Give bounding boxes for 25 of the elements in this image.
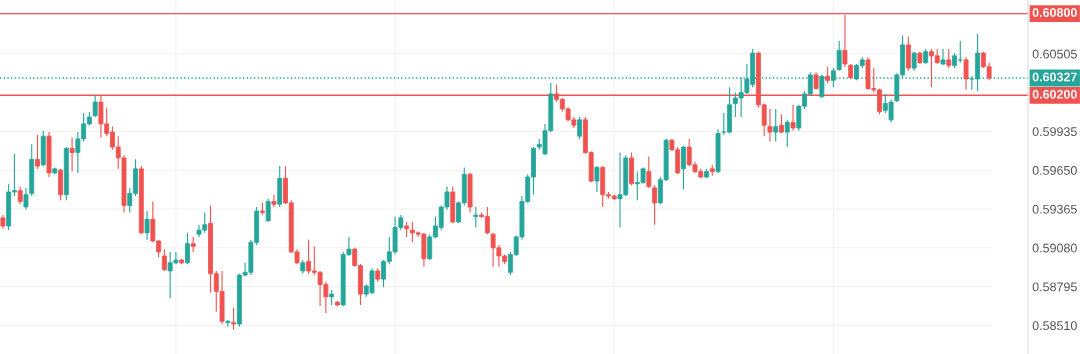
y-tick-label: 0.60505 — [1032, 49, 1077, 59]
candlestick — [946, 48, 952, 69]
candlestick — [773, 108, 779, 143]
candlestick — [271, 194, 277, 208]
y-tick-label: 0.58510 — [1032, 321, 1077, 331]
y-tick-label: 0.59365 — [1032, 204, 1077, 214]
ref-line-label: 0.60200 — [1032, 89, 1077, 99]
candlestick — [940, 48, 946, 66]
candlestick — [836, 40, 842, 72]
ref-line-label: 0.60327 — [1032, 72, 1077, 82]
y-tick-label: 0.59650 — [1032, 165, 1077, 175]
candlestick — [375, 267, 381, 283]
candlestick — [300, 259, 306, 275]
candlestick — [709, 164, 715, 177]
y-tick-label: 0.59080 — [1032, 243, 1077, 253]
ref-line-label: 0.60800 — [1032, 8, 1077, 17]
y-tick-label: 0.59935 — [1032, 127, 1077, 137]
candlestick — [790, 104, 796, 132]
candlestick — [646, 156, 652, 189]
candlestick — [231, 307, 237, 331]
candlestick — [0, 214, 6, 230]
candlestick — [92, 94, 98, 118]
candlestick — [473, 206, 479, 228]
y-tick-label: 0.58795 — [1032, 282, 1077, 292]
candlestick — [767, 108, 773, 143]
